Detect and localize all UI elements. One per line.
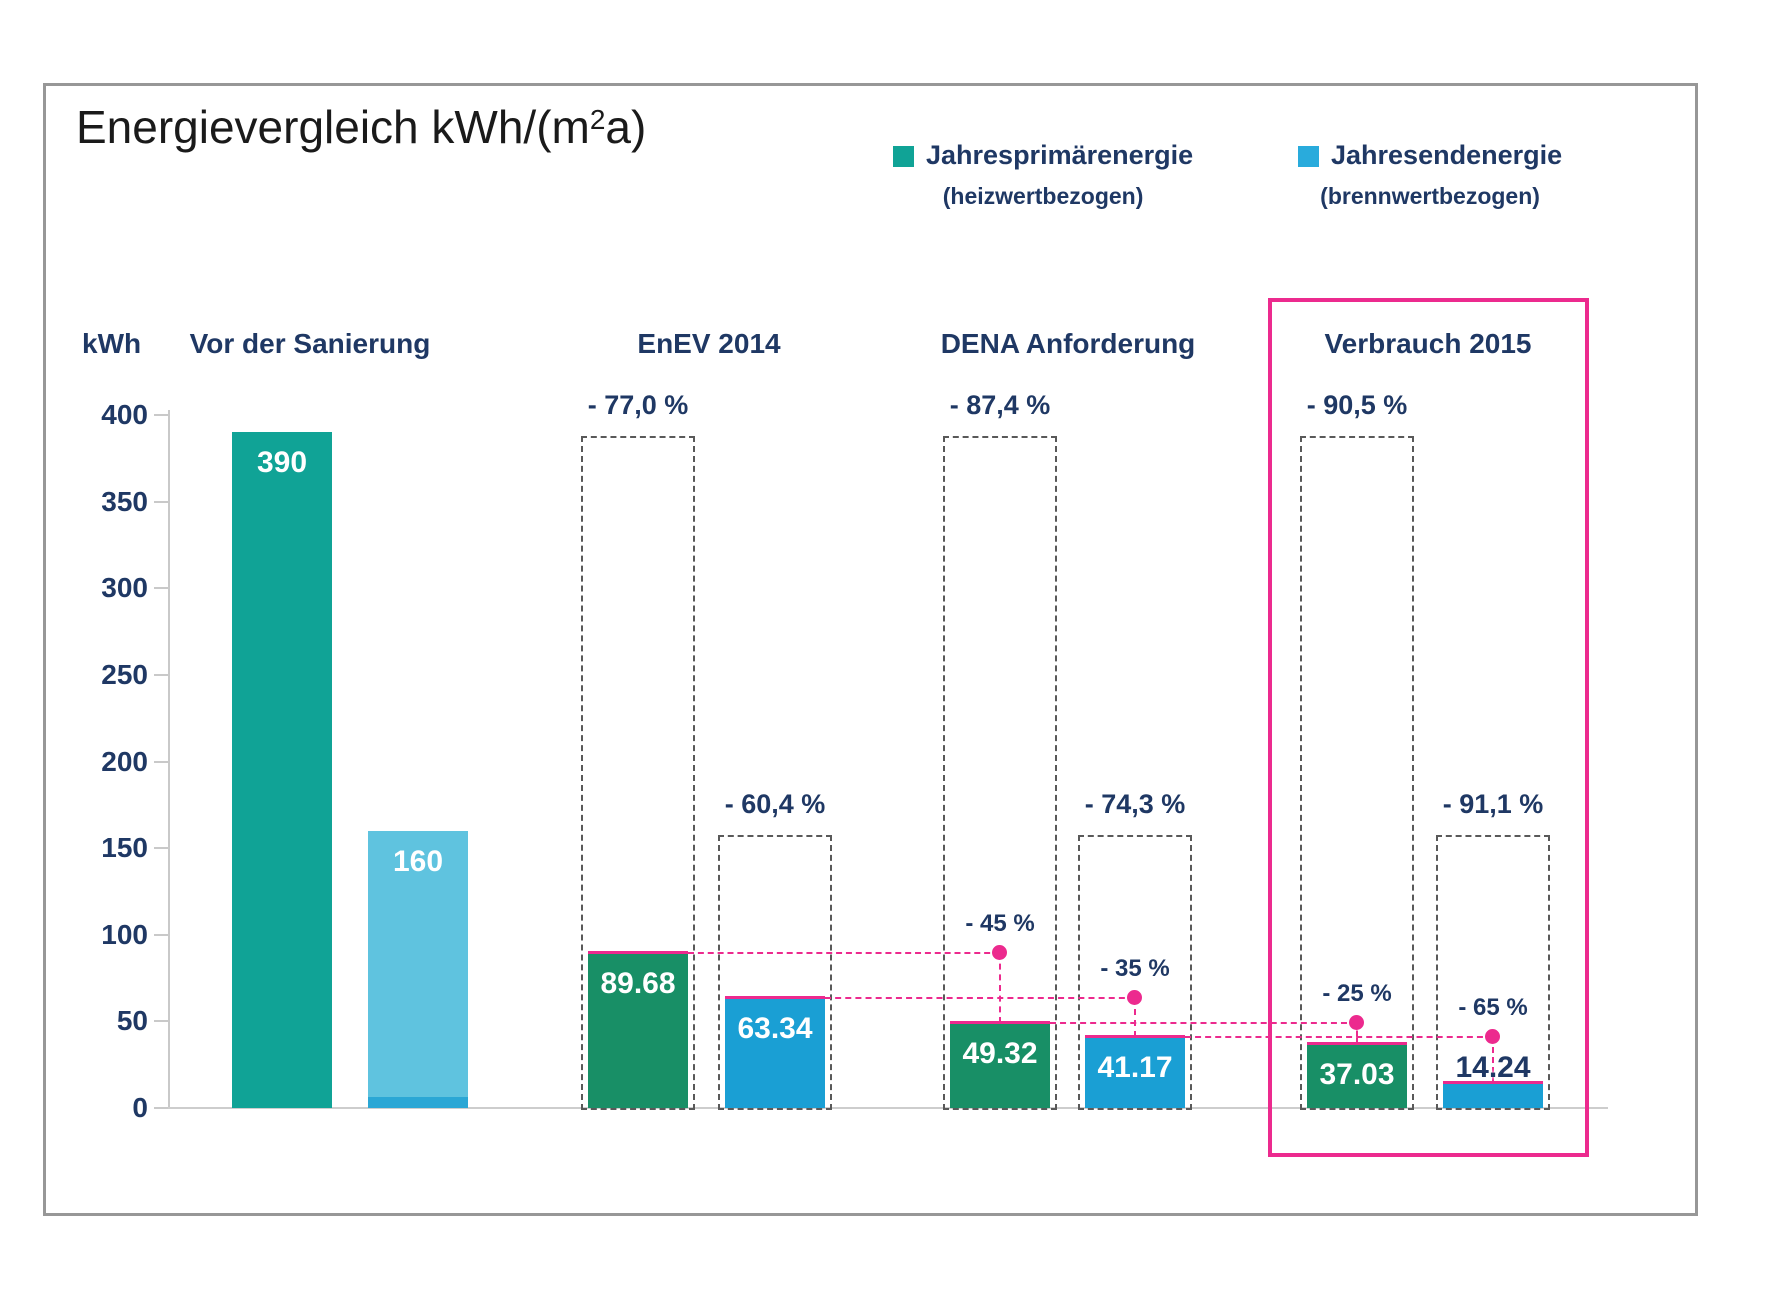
connector-dot <box>992 945 1007 960</box>
y-axis-tick <box>154 414 168 416</box>
chart-title-suffix: a) <box>605 101 647 153</box>
bar-value-label: 63.34 <box>737 1012 813 1045</box>
y-axis-tick <box>154 761 168 763</box>
bar-top-level-line <box>588 951 688 954</box>
bar-enev-2014-end <box>725 998 825 1108</box>
y-axis-unit-label: kWh <box>82 328 142 359</box>
legend-row-end: Jahresendenergie <box>1298 140 1562 171</box>
reduction-vs-before-label: - 91,1 % <box>1442 789 1544 819</box>
bar-verbrauch-2015-end <box>1443 1083 1543 1108</box>
x-axis-baseline <box>168 1107 1608 1109</box>
chart-title-superscript: 2 <box>589 104 606 135</box>
connector-line-vertical <box>1134 998 1136 1037</box>
y-tick-label: 150 <box>101 832 148 863</box>
bar-top-level-line <box>1307 1042 1407 1045</box>
connector-line-vertical <box>1356 1023 1358 1044</box>
legend-label-primary: Jahresprimärenergie <box>926 140 1194 170</box>
chart-title: Energievergleich kWh/(m2a) <box>76 100 646 154</box>
connector-line-horizontal <box>1050 1022 1357 1024</box>
highlight-box-verbrauch-2015 <box>1268 298 1589 1157</box>
reference-box <box>1436 835 1550 1110</box>
bar-top-level-line <box>1443 1081 1543 1084</box>
reference-box <box>1300 436 1414 1110</box>
y-axis-tick <box>154 674 168 676</box>
bar-verbrauch-2015-primary <box>1307 1044 1407 1108</box>
reduction-vs-previous-label: - 45 % <box>965 910 1035 937</box>
legend-sublabel-end: (brennwertbezogen) <box>1320 183 1540 209</box>
y-tick-label: 350 <box>101 486 148 517</box>
connector-dot <box>1485 1029 1500 1044</box>
connector-dot <box>1349 1015 1364 1030</box>
y-axis-tick <box>154 934 168 936</box>
bar-vor-der-sanierung-end <box>368 831 468 1108</box>
y-axis-tick <box>154 1020 168 1022</box>
bar-value-label: 41.17 <box>1097 1051 1173 1084</box>
group-header-3: DENA Anforderung <box>940 328 1196 359</box>
reduction-vs-previous-label: - 35 % <box>1100 955 1170 982</box>
legend-item-end-energy: Jahresendenergie (brennwertbezogen) <box>1298 140 1562 210</box>
bar-value-label: 37.03 <box>1319 1058 1395 1091</box>
bar-vor-der-sanierung-primary <box>232 432 332 1108</box>
bar-dena-anforderung-end <box>1085 1037 1185 1108</box>
y-tick-label: 250 <box>101 659 148 690</box>
bar-value-label: 390 <box>256 446 308 479</box>
chart-title-text: Energievergleich kWh/(m <box>76 101 590 153</box>
reduction-vs-before-label: - 87,4 % <box>949 390 1051 420</box>
connector-line-horizontal <box>688 952 1000 954</box>
bar-dena-anforderung-primary <box>950 1023 1050 1108</box>
group-header-1: Vor der Sanierung <box>189 328 431 359</box>
legend-label-end: Jahresendenergie <box>1331 140 1563 170</box>
bar-top-level-line <box>1085 1035 1185 1038</box>
connector-line-horizontal <box>1185 1036 1493 1038</box>
y-tick-label: 200 <box>101 746 148 777</box>
y-tick-label: 100 <box>101 919 148 950</box>
reference-box <box>1078 835 1192 1110</box>
bar-enev-2014-primary <box>588 953 688 1108</box>
reduction-vs-before-label: - 60,4 % <box>724 789 826 819</box>
legend-row-primary: Jahresprimärenergie <box>893 140 1193 171</box>
bar-value-label: 89.68 <box>600 967 676 1000</box>
legend-item-primary-energy: Jahresprimärenergie (heizwertbezogen) <box>893 140 1193 210</box>
legend-swatch-end-icon <box>1298 146 1319 167</box>
reduction-vs-previous-label: - 65 % <box>1458 994 1528 1021</box>
reduction-vs-before-label: - 74,3 % <box>1084 789 1186 819</box>
bar-value-label: 14.24 <box>1455 1051 1531 1084</box>
connector-dot <box>1127 990 1142 1005</box>
legend-swatch-primary-icon <box>893 146 914 167</box>
y-axis-tick <box>154 587 168 589</box>
y-axis-tick <box>154 501 168 503</box>
legend-sublabel-primary: (heizwertbezogen) <box>942 183 1144 209</box>
reference-box <box>581 436 695 1110</box>
reduction-vs-previous-label: - 25 % <box>1322 980 1392 1007</box>
reduction-vs-before-label: - 90,5 % <box>1306 390 1408 420</box>
y-axis-line <box>168 410 170 1108</box>
y-tick-label: 400 <box>101 399 148 430</box>
connector-line-horizontal <box>825 997 1135 999</box>
bar-value-label: 49.32 <box>962 1037 1038 1070</box>
connector-line-vertical <box>1492 1037 1494 1083</box>
y-axis-tick <box>154 1107 168 1109</box>
reduction-vs-before-label: - 77,0 % <box>587 390 689 420</box>
y-axis-tick <box>154 847 168 849</box>
y-tick-label: 50 <box>116 1005 148 1036</box>
group-header-4: Verbrauch 2015 <box>1324 328 1532 359</box>
bar-top-level-line <box>725 996 825 999</box>
reference-box <box>943 436 1057 1110</box>
y-tick-label: 300 <box>101 572 148 603</box>
connector-line-vertical <box>999 953 1001 1023</box>
bar-top-level-line <box>950 1021 1050 1024</box>
bar-value-label: 160 <box>392 845 444 878</box>
reference-box <box>718 835 832 1110</box>
group-header-2: EnEV 2014 <box>637 328 781 359</box>
y-tick-label: 0 <box>132 1092 148 1123</box>
